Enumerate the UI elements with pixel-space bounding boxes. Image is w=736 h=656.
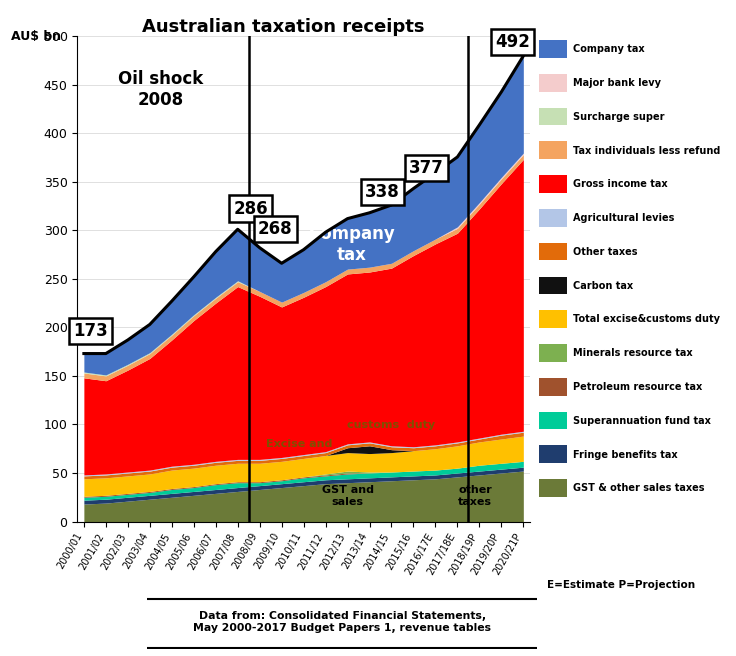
Text: Oil shock
2008: Oil shock 2008 [118,70,203,109]
Text: Major bank levy: Major bank levy [573,78,662,88]
Text: Total excise&customs duty: Total excise&customs duty [573,314,721,325]
Text: Fringe benefits tax: Fringe benefits tax [573,449,678,460]
Text: Excise and: Excise and [266,439,333,449]
Text: 268: 268 [258,220,292,238]
Text: 492: 492 [495,33,530,51]
Text: Surcharge super: Surcharge super [573,112,665,122]
Text: Data from: Consolidated Financial Statements,
May 2000-2017 Budget Papers 1, rev: Data from: Consolidated Financial Statem… [194,611,491,633]
Text: AU$ bn: AU$ bn [11,30,61,43]
Text: Minerals resource tax: Minerals resource tax [573,348,693,358]
Text: 338: 338 [365,183,400,201]
Text: Tax individuals less refund: Tax individuals less refund [573,146,721,155]
Text: customs  duty: customs duty [347,420,436,430]
Text: GST and
sales: GST and sales [322,485,374,507]
Text: Gross income tax: Gross income tax [573,179,668,190]
Text: Australian taxation receipts: Australian taxation receipts [142,18,425,36]
Text: Superannuation fund tax: Superannuation fund tax [573,416,711,426]
Text: 173: 173 [73,322,108,340]
Text: Income tax: Income tax [278,318,408,337]
Text: Company tax: Company tax [573,44,645,54]
Text: 286: 286 [233,199,268,218]
Text: Other taxes: Other taxes [573,247,638,257]
Text: GST & other sales taxes: GST & other sales taxes [573,483,705,493]
Text: Petroleum resource tax: Petroleum resource tax [573,382,703,392]
Text: Company
tax: Company tax [308,226,395,264]
FancyBboxPatch shape [144,598,541,648]
Text: Carbon tax: Carbon tax [573,281,634,291]
Text: 377: 377 [409,159,444,177]
Text: Agricultural levies: Agricultural levies [573,213,675,223]
Text: other
taxes: other taxes [458,485,492,507]
Text: E=Estimate P=Projection: E=Estimate P=Projection [547,580,695,590]
